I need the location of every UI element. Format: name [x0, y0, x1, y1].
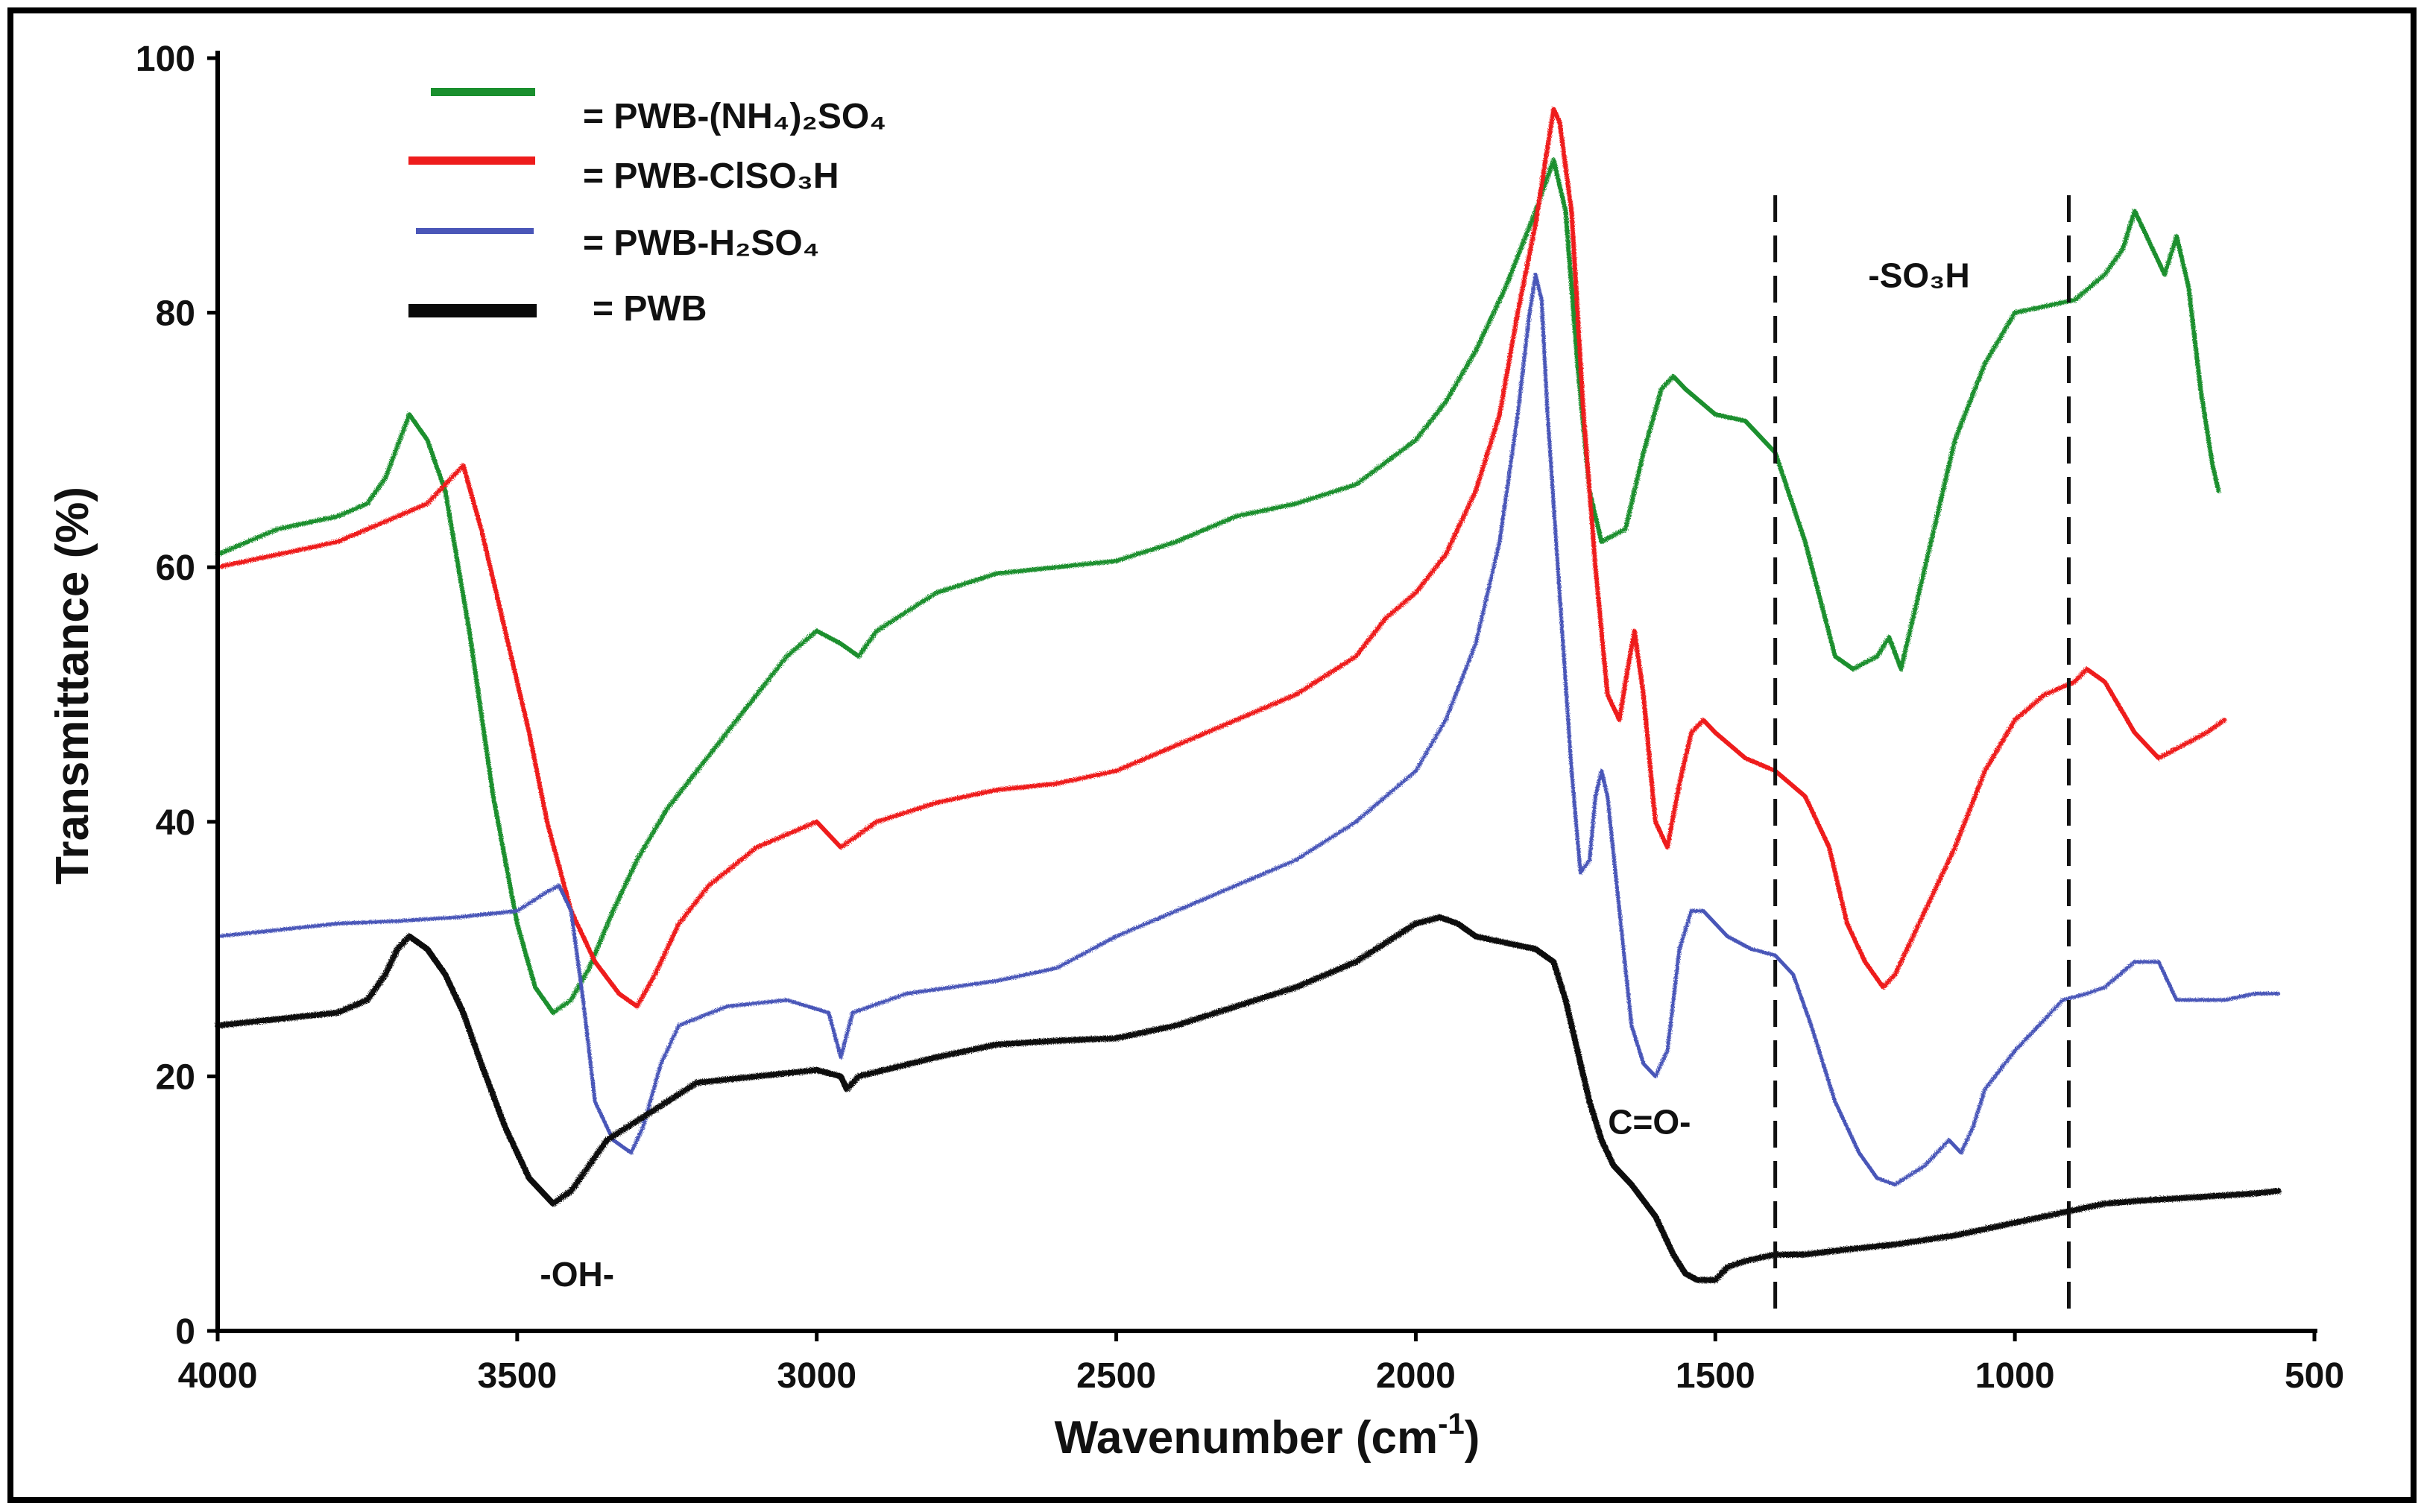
y-tick-label-40: 40	[156, 803, 195, 843]
series-line-pwb	[215, 914, 2282, 1283]
legend-swatch-pwb	[408, 304, 537, 317]
annotation-so-h: -SO₃H	[1868, 256, 1969, 294]
x-tick-label-3500: 3500	[477, 1356, 557, 1396]
legend-label-pwb: = PWB	[593, 289, 707, 329]
x-tick-label-1000: 1000	[1975, 1356, 2055, 1396]
legend: = PWB-(NH₄)₂SO₄ = PWB-ClSO₃H = PWB-H₂SO₄…	[408, 88, 886, 329]
annotation-c-o: C=O-	[1608, 1102, 1691, 1141]
x-axis-title: Wavenumber (cm-1)	[1055, 1408, 1480, 1464]
reference-lines	[1773, 195, 2071, 1318]
y-tick-label-20: 20	[156, 1057, 195, 1097]
y-tick-label-0: 0	[175, 1312, 195, 1352]
x-tick-label-500: 500	[2285, 1356, 2344, 1396]
annotation-oh: -OH-	[540, 1255, 614, 1294]
legend-label-clso3h: = PWB-ClSO₃H	[583, 156, 839, 196]
legend-swatch-clso3h	[408, 156, 535, 165]
legend-swatch-nh4-so4	[431, 88, 535, 96]
x-axis-title-close: )	[1465, 1412, 1480, 1464]
y-ticks: 0 20 40 60 80 100	[136, 39, 218, 1352]
legend-label-h2so4: = PWB-H₂SO₄	[583, 224, 820, 263]
annotations: -OH- C=O- -SO₃H	[540, 256, 1969, 1294]
y-tick-label-100: 100	[136, 39, 195, 79]
x-axis-title-exponent: -1	[1438, 1408, 1465, 1440]
series-line-pwb-clso3h	[215, 107, 2227, 1009]
y-axis-title: Transmittance (%)	[47, 487, 98, 885]
x-tick-label-2000: 2000	[1376, 1356, 1456, 1396]
x-axis-title-main: Wavenumber (cm	[1055, 1412, 1439, 1464]
series-layer	[215, 107, 2282, 1283]
y-tick-label-60: 60	[156, 548, 195, 588]
series-line-pwb-nh4-2so4	[215, 157, 2221, 1015]
x-ticks: 4000 3500 3000 2500 2000 1500 1000 500	[178, 1331, 2344, 1396]
series-line-pwb-h2so4	[215, 272, 2281, 1187]
legend-swatch-h2so4	[416, 228, 534, 234]
x-tick-label-3000: 3000	[777, 1356, 856, 1396]
legend-label-nh4-so4: = PWB-(NH₄)₂SO₄	[583, 97, 886, 136]
x-tick-label-2500: 2500	[1076, 1356, 1156, 1396]
x-tick-label-1500: 1500	[1676, 1356, 1755, 1396]
chart-frame	[7, 7, 2417, 1503]
y-tick-label-80: 80	[156, 294, 195, 334]
x-tick-label-4000: 4000	[178, 1356, 258, 1396]
